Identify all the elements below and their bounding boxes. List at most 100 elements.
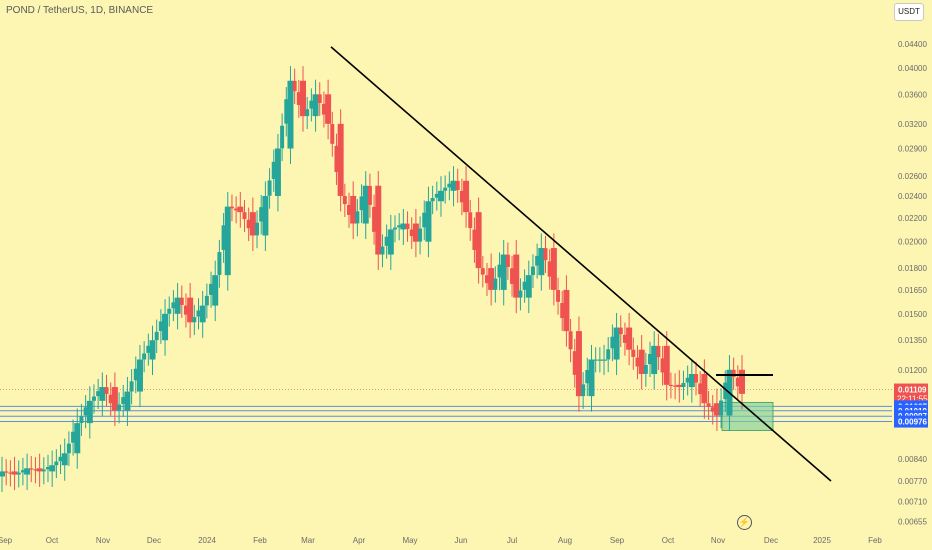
candle-body xyxy=(158,321,163,332)
x-tick-label: Sep xyxy=(0,536,13,545)
current-price-tag-bg xyxy=(894,383,928,404)
x-tick-label: Dec xyxy=(764,536,778,545)
candle-body xyxy=(530,266,535,276)
candle-body xyxy=(96,391,101,397)
candle-body xyxy=(522,281,527,290)
candle-body xyxy=(405,223,410,229)
y-tick-label: 0.01350 xyxy=(898,336,927,345)
lightning-icon[interactable]: ⚡ xyxy=(737,515,752,530)
y-tick-label: 0.04400 xyxy=(898,40,927,49)
x-tick-label: Jun xyxy=(455,536,468,545)
y-tick-label: 0.01800 xyxy=(898,264,927,273)
candle-body xyxy=(455,180,460,190)
candle-body xyxy=(234,208,239,211)
candle-body xyxy=(117,404,122,411)
x-tick-label: Feb xyxy=(868,536,882,545)
candle-body xyxy=(673,385,678,387)
candle-body xyxy=(242,212,247,220)
candle-body xyxy=(224,206,231,276)
y-tick-label: 0.00710 xyxy=(898,497,927,506)
candle-body xyxy=(425,201,432,242)
candle-body xyxy=(480,268,485,275)
symbol-title: POND / TetherUS, 1D, BINANCE xyxy=(6,5,154,16)
candle-body xyxy=(259,207,264,222)
y-tick-label: 0.03600 xyxy=(898,90,927,99)
candle-body xyxy=(49,465,56,472)
price-axis-bg xyxy=(892,0,932,550)
candle-body xyxy=(380,246,385,255)
candle-body xyxy=(510,268,515,284)
y-tick-label: 0.01200 xyxy=(898,366,927,375)
x-tick-label: Aug xyxy=(558,536,572,545)
x-tick-label: Oct xyxy=(662,536,675,545)
candle-body xyxy=(719,400,724,416)
candle-body xyxy=(108,394,113,404)
candle-body xyxy=(91,396,96,401)
candle-body xyxy=(284,99,289,124)
candle-body xyxy=(271,161,276,179)
candle-body xyxy=(500,254,507,290)
y-tick-label: 0.00655 xyxy=(898,518,927,527)
candle-body xyxy=(74,423,81,454)
candle-body xyxy=(713,403,720,416)
candle-body xyxy=(330,124,335,144)
candle-body xyxy=(267,180,272,196)
candle-body xyxy=(287,80,294,149)
candle-body xyxy=(739,369,745,394)
candle-body xyxy=(45,467,50,470)
candle-body xyxy=(179,297,184,305)
candle-body xyxy=(136,359,143,392)
trendline[interactable] xyxy=(330,46,832,482)
candle-body xyxy=(99,387,106,401)
candle-body xyxy=(16,472,21,475)
current-price-tag: 0.01109 xyxy=(898,386,927,395)
currency-button[interactable]: USDT xyxy=(894,3,924,21)
candle-body xyxy=(66,443,71,454)
candle-body xyxy=(497,264,502,278)
candle-body xyxy=(698,383,703,395)
x-tick-label: 2025 xyxy=(813,536,831,545)
candle-body xyxy=(563,289,570,332)
x-tick-label: May xyxy=(402,536,417,545)
candle-body xyxy=(422,212,427,228)
candle-body xyxy=(387,229,394,255)
candle-body xyxy=(585,369,590,384)
x-tick-label: 2024 xyxy=(198,536,216,545)
x-tick-label: Feb xyxy=(253,536,267,545)
candle-body xyxy=(412,223,419,242)
y-tick-label: 0.00770 xyxy=(898,477,927,486)
candle-body xyxy=(575,331,582,397)
candle-body xyxy=(111,387,118,411)
candle-body xyxy=(58,456,63,462)
y-tick-label: 0.02600 xyxy=(898,172,927,181)
y-tick-label: 0.03200 xyxy=(898,120,927,129)
candle-body xyxy=(274,148,281,196)
candle-body xyxy=(209,283,214,295)
candle-body xyxy=(535,255,540,266)
candle-body xyxy=(292,80,297,92)
candle-body xyxy=(430,197,435,202)
candle-body xyxy=(556,290,561,302)
candle-body xyxy=(484,275,489,284)
x-tick-label: Nov xyxy=(711,536,725,545)
x-tick-label: Sep xyxy=(610,536,625,545)
level-price-tag-bg xyxy=(894,415,928,428)
candle-body xyxy=(418,228,423,242)
candle-body xyxy=(296,92,301,105)
candle-body xyxy=(280,125,285,149)
y-tick-label: 0.00840 xyxy=(898,455,927,464)
candle-body xyxy=(86,400,93,424)
candle-body xyxy=(723,382,728,400)
candle-body xyxy=(246,219,251,229)
candle-body xyxy=(610,336,615,349)
candle-body xyxy=(121,397,126,404)
candle-body xyxy=(334,145,339,173)
candle-body xyxy=(54,461,59,466)
candle-body xyxy=(468,212,473,229)
candle-body xyxy=(593,359,598,361)
candle-body xyxy=(588,359,595,397)
y-tick-label: 0.02000 xyxy=(898,238,927,247)
candle-body xyxy=(601,359,608,361)
